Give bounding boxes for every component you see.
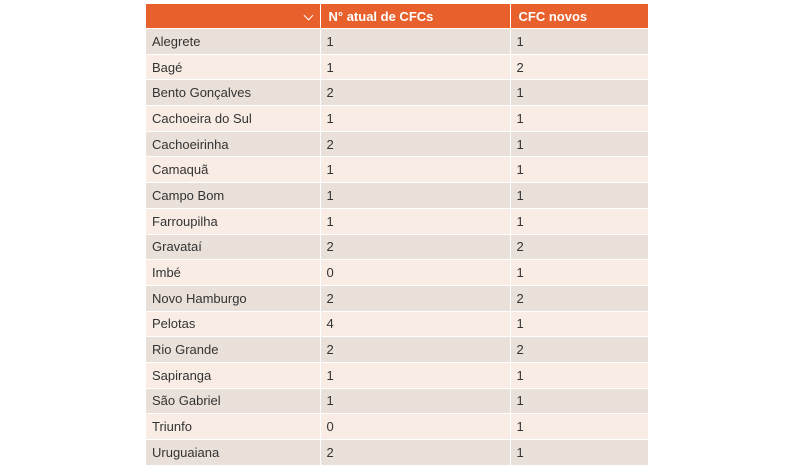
header-current-cfcs[interactable]: N° atual de CFCs	[320, 4, 511, 29]
cell-new-cfcs: 1	[510, 413, 648, 440]
cell-new-cfcs: 2	[510, 233, 648, 260]
table-body: Alegrete 1 1 Bagé 1 2 Bento Gonçalves 2 1 Cachoei…	[146, 28, 648, 465]
cell-current-cfcs: 2	[320, 233, 511, 260]
cell-city: Imbé	[146, 259, 321, 286]
table-row: Alegrete 1 1	[146, 28, 648, 55]
cell-new-cfcs: 1	[510, 79, 648, 106]
table-row: São Gabriel 1 1	[146, 387, 648, 414]
table-row: Rio Grande 2 2	[146, 336, 648, 363]
table-row: Uruguaiana 2 1	[146, 438, 648, 465]
cell-current-cfcs: 4	[320, 310, 511, 337]
cell-current-cfcs: 2	[320, 438, 511, 465]
cell-current-cfcs: 1	[320, 182, 511, 209]
cell-city: Camaquã	[146, 156, 321, 183]
header-new-cfcs[interactable]: CFC novos	[510, 4, 648, 29]
table-row: Gravataí 2 2	[146, 233, 648, 260]
cell-current-cfcs: 2	[320, 336, 511, 363]
cell-city: Rio Grande	[146, 336, 321, 363]
cell-city: Cachoeirinha	[146, 130, 321, 157]
cfc-table-container: N° atual de CFCs CFC novos Alegrete 1 1 Bag…	[146, 4, 648, 465]
cell-new-cfcs: 2	[510, 336, 648, 363]
cell-new-cfcs: 1	[510, 438, 648, 465]
table-row: Bento Gonçalves 2 1	[146, 79, 648, 106]
cell-new-cfcs: 1	[510, 28, 648, 55]
cell-new-cfcs: 1	[510, 361, 648, 389]
cell-current-cfcs: 1	[320, 156, 511, 183]
table-header: N° atual de CFCs CFC novos	[146, 4, 648, 29]
cfc-table: N° atual de CFCs CFC novos Alegrete 1 1 Bag…	[146, 4, 648, 465]
cell-city: Alegrete	[146, 28, 321, 55]
cell-new-cfcs: 1	[510, 310, 648, 337]
cell-city: Triunfo	[146, 413, 321, 440]
cell-new-cfcs: 1	[510, 156, 648, 183]
cell-new-cfcs: 2	[510, 53, 648, 80]
cell-current-cfcs: 1	[320, 53, 511, 80]
cell-current-cfcs: 1	[320, 207, 511, 234]
cell-city: Campo Bom	[146, 182, 321, 209]
table-row: Camaquã 1 1	[146, 156, 648, 183]
cell-current-cfcs: 1	[320, 387, 511, 414]
cell-city: Farroupilha	[146, 207, 321, 234]
table-row: Sapiranga 1 1	[146, 361, 648, 389]
cell-current-cfcs: 2	[320, 284, 511, 312]
table-row: Cachoeirinha 2 1	[146, 130, 648, 157]
table-row: Farroupilha 1 1	[146, 207, 648, 234]
cell-city: Pelotas	[146, 310, 321, 337]
cell-city: Bagé	[146, 53, 321, 80]
cell-new-cfcs: 1	[510, 207, 648, 234]
cell-city: Sapiranga	[146, 361, 321, 389]
sort-column-header[interactable]	[146, 4, 321, 29]
cell-new-cfcs: 1	[510, 387, 648, 414]
cell-city: Cachoeira do Sul	[146, 105, 321, 132]
cell-current-cfcs: 1	[320, 28, 511, 55]
cell-new-cfcs: 1	[510, 105, 648, 132]
cell-city: Uruguaiana	[146, 438, 321, 465]
cell-city: Novo Hamburgo	[146, 284, 321, 312]
cell-city: São Gabriel	[146, 387, 321, 414]
cell-city: Bento Gonçalves	[146, 79, 321, 106]
cell-new-cfcs: 1	[510, 130, 648, 157]
table-row: Triunfo 0 1	[146, 413, 648, 440]
cell-current-cfcs: 0	[320, 259, 511, 286]
table-row: Novo Hamburgo 2 2	[146, 284, 648, 312]
table-row: Imbé 0 1	[146, 259, 648, 286]
cell-current-cfcs: 1	[320, 361, 511, 389]
cell-new-cfcs: 1	[510, 259, 648, 286]
table-row: Campo Bom 1 1	[146, 182, 648, 209]
cell-city: Gravataí	[146, 233, 321, 260]
cell-current-cfcs: 2	[320, 79, 511, 106]
table-row: Cachoeira do Sul 1 1	[146, 105, 648, 132]
cell-new-cfcs: 2	[510, 284, 648, 312]
table-row: Pelotas 4 1	[146, 310, 648, 337]
cell-new-cfcs: 1	[510, 182, 648, 209]
cell-current-cfcs: 2	[320, 130, 511, 157]
cell-current-cfcs: 1	[320, 105, 511, 132]
table-row: Bagé 1 2	[146, 53, 648, 80]
cell-current-cfcs: 0	[320, 413, 511, 440]
chevron-down-icon[interactable]	[303, 10, 313, 20]
